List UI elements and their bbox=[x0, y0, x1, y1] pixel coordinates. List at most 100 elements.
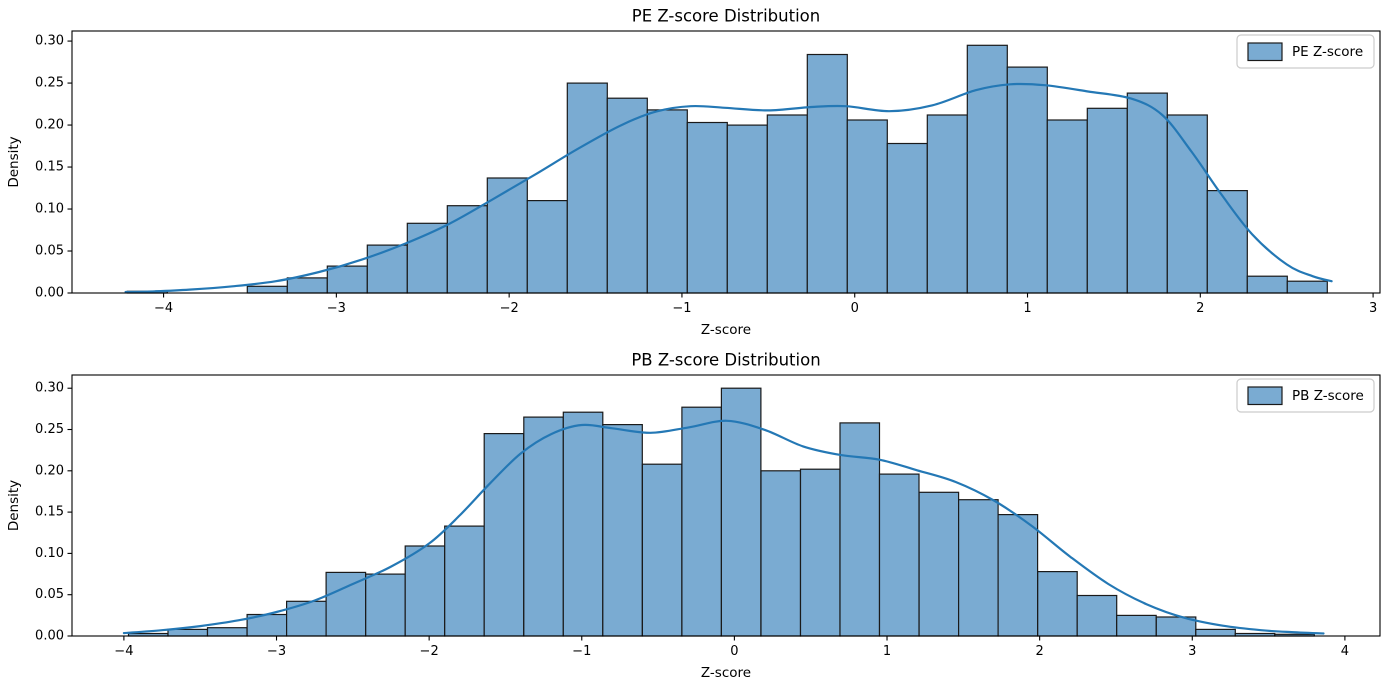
histogram-bars bbox=[126, 44, 1328, 294]
histogram-bar bbox=[444, 525, 485, 637]
x-tick-label: −1 bbox=[572, 644, 591, 659]
histogram-bar bbox=[602, 423, 643, 637]
legend-swatch bbox=[1247, 42, 1283, 62]
histogram-bar bbox=[878, 473, 920, 637]
axes-spines bbox=[71, 374, 1381, 637]
chart-title: PE Z-score Distribution bbox=[632, 7, 820, 26]
y-axis-label: Density bbox=[6, 136, 22, 187]
legend-label: PE Z-score bbox=[1292, 44, 1363, 60]
histogram-bars bbox=[127, 387, 1315, 637]
histogram-bar bbox=[886, 142, 928, 294]
x-tick-label: 2 bbox=[1196, 301, 1204, 316]
histogram-bar bbox=[641, 463, 683, 637]
x-tick-label: −2 bbox=[420, 644, 439, 659]
legend: PB Z-score bbox=[1236, 378, 1375, 413]
histogram-bar bbox=[1126, 92, 1168, 294]
chart-title: PB Z-score Distribution bbox=[631, 351, 820, 370]
legend-swatch bbox=[1247, 386, 1283, 406]
histogram-bar bbox=[1086, 107, 1128, 294]
histogram-bar bbox=[1246, 275, 1288, 294]
histogram-bar bbox=[957, 499, 999, 637]
histogram-bar bbox=[918, 491, 960, 637]
histogram-bar bbox=[726, 124, 768, 294]
histogram-bar bbox=[246, 285, 288, 294]
x-tick-label: −4 bbox=[114, 644, 133, 659]
y-tick-label: 0.15 bbox=[35, 160, 64, 175]
histogram-bar bbox=[523, 416, 564, 637]
legend-label: PB Z-score bbox=[1292, 388, 1364, 404]
x-axis-ticks: −4 −3 −2 −1 0 1 2 3 bbox=[154, 293, 1377, 316]
histogram-bar bbox=[997, 514, 1039, 637]
histogram-bar bbox=[1116, 614, 1157, 637]
x-tick-label: 0 bbox=[851, 301, 859, 316]
histogram-bar bbox=[846, 119, 888, 294]
histogram-bar bbox=[1006, 66, 1048, 294]
histogram-bar bbox=[1286, 280, 1328, 294]
x-axis-label: Z-score bbox=[701, 322, 751, 338]
x-axis-label: Z-score bbox=[701, 665, 751, 681]
x-tick-label: 1 bbox=[1023, 301, 1031, 316]
histogram-bar bbox=[1195, 628, 1236, 637]
x-tick-label: 3 bbox=[1188, 644, 1196, 659]
y-tick-label: 0.20 bbox=[35, 463, 64, 478]
histogram-bar bbox=[404, 545, 446, 637]
y-tick-label: 0.25 bbox=[35, 76, 64, 91]
histogram-bar bbox=[365, 573, 406, 637]
legend: PE Z-score bbox=[1236, 34, 1375, 69]
histogram-bar bbox=[926, 114, 968, 294]
histogram-bar bbox=[1206, 190, 1248, 294]
x-tick-label: 0 bbox=[730, 644, 738, 659]
histogram-bar bbox=[206, 627, 248, 637]
histogram-bar bbox=[167, 628, 209, 637]
y-tick-label: 0.00 bbox=[35, 286, 64, 301]
histogram-bar bbox=[799, 468, 841, 637]
axes-spines bbox=[71, 30, 1381, 294]
histogram-bar bbox=[1166, 114, 1208, 294]
y-tick-label: 0.05 bbox=[35, 244, 64, 259]
histogram-bar bbox=[686, 121, 728, 294]
x-tick-label: 1 bbox=[883, 644, 891, 659]
histogram-bar bbox=[681, 406, 723, 637]
x-axis-ticks: −4 −3 −2 −1 0 1 2 3 4 bbox=[114, 636, 1349, 659]
histogram-bar bbox=[486, 177, 528, 294]
histogram-bar bbox=[806, 53, 848, 294]
y-tick-label: 0.15 bbox=[35, 505, 64, 520]
histogram-bar bbox=[720, 387, 762, 637]
histogram-bar bbox=[325, 571, 367, 637]
x-tick-label: 4 bbox=[1341, 644, 1349, 659]
kde-curve bbox=[124, 82, 1333, 294]
x-tick-label: 2 bbox=[1036, 644, 1044, 659]
y-tick-label: 0.30 bbox=[35, 34, 64, 49]
y-axis-ticks: 0.00 0.05 0.10 0.15 0.20 0.25 0.30 bbox=[35, 34, 72, 301]
histogram-bar bbox=[1076, 594, 1118, 637]
histogram-bar bbox=[526, 200, 568, 294]
y-tick-label: 0.30 bbox=[35, 381, 64, 396]
pb-zscore-chart: −4 −3 −2 −1 0 1 2 3 4 0.00 0.05 0.10 0.15 0.20 0.25 0.3… bbox=[6, 351, 1381, 681]
x-tick-label: −3 bbox=[327, 301, 346, 316]
y-tick-label: 0.00 bbox=[35, 629, 64, 644]
pe-zscore-chart: −4 −3 −2 −1 0 1 2 3 0.00 0.05 0.10 0.15 0.20 0.25 0.30… bbox=[6, 7, 1381, 338]
histogram-bar bbox=[766, 114, 808, 294]
x-tick-label: −4 bbox=[154, 301, 173, 316]
histogram-bar bbox=[646, 109, 688, 294]
histogram-bar bbox=[483, 432, 525, 637]
histogram-bar bbox=[566, 82, 608, 294]
x-tick-label: −2 bbox=[500, 301, 519, 316]
histogram-bar bbox=[760, 470, 802, 637]
y-tick-label: 0.20 bbox=[35, 118, 64, 133]
x-tick-label: 3 bbox=[1369, 301, 1377, 316]
histogram-bar bbox=[966, 44, 1008, 294]
histogram-bar bbox=[562, 411, 604, 637]
histogram-bar bbox=[1046, 119, 1088, 294]
y-axis-label: Density bbox=[6, 480, 22, 531]
kde-curve bbox=[122, 419, 1325, 635]
y-tick-label: 0.05 bbox=[35, 587, 64, 602]
y-axis-ticks: 0.00 0.05 0.10 0.15 0.20 0.25 0.30 bbox=[35, 381, 72, 644]
histogram-bar bbox=[366, 244, 408, 294]
x-tick-label: −3 bbox=[267, 644, 286, 659]
histogram-bar bbox=[606, 97, 648, 294]
y-tick-label: 0.25 bbox=[35, 422, 64, 437]
x-tick-label: −1 bbox=[672, 301, 691, 316]
histogram-bar bbox=[326, 265, 368, 294]
